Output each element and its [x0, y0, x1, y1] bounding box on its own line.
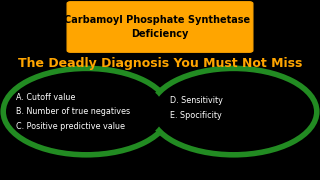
Ellipse shape — [155, 72, 312, 151]
Text: D. Sensitivity
E. Spocificity: D. Sensitivity E. Spocificity — [170, 96, 222, 120]
Ellipse shape — [3, 68, 170, 155]
Text: A. Cutoff value
B. Number of true negatives
C. Positive predictive value: A. Cutoff value B. Number of true negati… — [16, 93, 130, 131]
Text: The Deadly Diagnosis You Must Not Miss: The Deadly Diagnosis You Must Not Miss — [18, 57, 302, 69]
Ellipse shape — [8, 72, 165, 151]
Ellipse shape — [150, 68, 317, 155]
Text: Carbamoyl Phosphate Synthetase I
Deficiency: Carbamoyl Phosphate Synthetase I Deficie… — [63, 15, 257, 39]
FancyBboxPatch shape — [67, 2, 253, 52]
